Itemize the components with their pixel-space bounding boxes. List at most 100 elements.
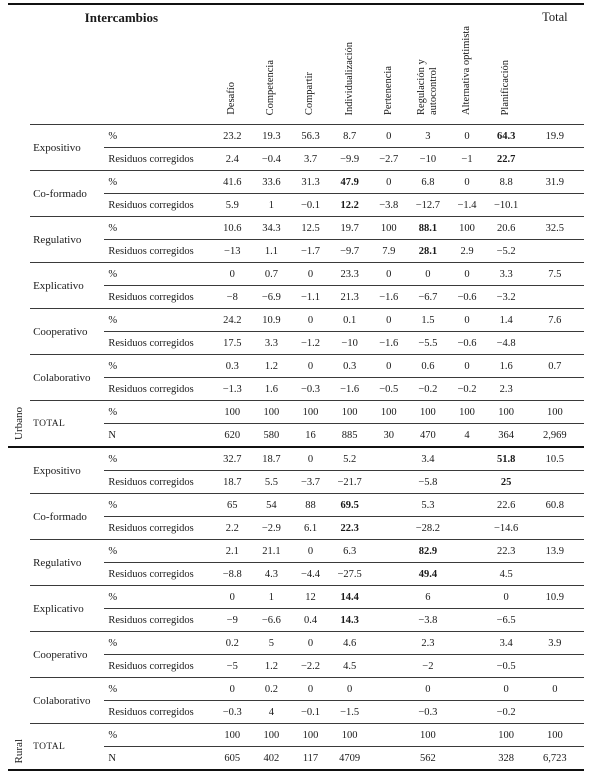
row-category-co-formado: Co-formado — [30, 170, 105, 217]
data-cell: 402 — [251, 746, 291, 771]
data-cell: −0.3 — [408, 700, 448, 724]
table-row: Residuos corregidos −9 −6.6 0.4 14.3 −3.8 −6.5 — [8, 608, 584, 632]
column-header-label: Regulación y autocontrol — [415, 59, 439, 115]
data-cell: 0 — [212, 262, 252, 286]
data-cell: 100 — [447, 400, 487, 424]
data-cell: 2.3 — [486, 377, 526, 401]
data-cell: 0 — [212, 677, 252, 701]
data-cell — [447, 516, 487, 540]
data-cell: 69.5 — [330, 493, 370, 517]
column-header-individualizacion: Individualización — [330, 4, 370, 125]
stat-label: Residuos corregidos — [104, 516, 213, 540]
data-cell: 3.4 — [408, 447, 448, 471]
data-cell: 12 — [290, 585, 331, 609]
data-cell: −5.8 — [408, 470, 448, 494]
data-cell: 0 — [369, 262, 409, 286]
table-row: Residuos corregidos 5.9 1 −0.1 12.2 −3.8 −12.7… — [8, 193, 584, 217]
stat-label: Residuos corregidos — [104, 331, 213, 355]
data-cell: 21.3 — [330, 285, 370, 309]
data-cell: 0 — [369, 170, 409, 194]
stat-label: % — [104, 216, 213, 240]
data-cell: 64.3 — [486, 124, 526, 148]
table-row: Colaborativo% 0 0.2 0 0 0 0 0 — [8, 677, 584, 724]
data-cell: 12.5 — [290, 216, 331, 240]
data-cell: −8 — [212, 285, 252, 309]
row-total-cell: 3.9 — [525, 631, 584, 655]
table-row: Explicativo% 0 1 12 14.4 6 0 10.9 — [8, 585, 584, 632]
data-cell: 0 — [369, 354, 409, 378]
stat-label: % — [104, 493, 213, 517]
data-cell: 100 — [251, 723, 291, 747]
row-total-cell — [525, 608, 584, 632]
stat-label: Residuos corregidos — [104, 285, 213, 309]
data-cell: 100 — [290, 723, 331, 747]
data-cell: 31.3 — [290, 170, 331, 194]
data-cell: 21.1 — [251, 539, 291, 563]
data-cell: 5.2 — [330, 447, 370, 471]
column-header-label: Alternativa optimista — [460, 26, 472, 115]
data-cell: 0 — [290, 308, 331, 332]
table-row: Residuos corregidos 2.2 −2.9 6.1 22.3 −28.2 −1… — [8, 516, 584, 540]
data-cell: −0.4 — [251, 147, 291, 171]
stat-label: Residuos corregidos — [104, 147, 213, 171]
data-cell: −3.7 — [290, 470, 331, 494]
data-cell — [369, 470, 409, 494]
row-total-cell — [525, 700, 584, 724]
data-cell: 0.7 — [251, 262, 291, 286]
data-cell: −1.4 — [447, 193, 487, 217]
stat-label: % — [104, 124, 213, 148]
column-header-regulacion-y-autocontrol: Regulación y autocontrol — [408, 4, 448, 125]
data-cell: 20.6 — [486, 216, 526, 240]
data-cell: −5.5 — [408, 331, 448, 355]
table-row: Colaborativo% 0.3 1.2 0 0.3 0 0.6 0 1.6 0.7 — [8, 354, 584, 401]
row-total-cell: 13.9 — [525, 539, 584, 563]
stat-label: Residuos corregidos — [104, 377, 213, 401]
data-cell: 88.1 — [408, 216, 448, 240]
stat-label: Residuos corregidos — [104, 470, 213, 494]
column-header-planificacion: Planificación — [486, 4, 526, 125]
data-cell: 0 — [408, 677, 448, 701]
row-total-cell: 7.6 — [525, 308, 584, 332]
data-cell: 0.3 — [330, 354, 370, 378]
data-cell: 10.9 — [251, 308, 291, 332]
data-cell: 0 — [447, 354, 487, 378]
data-cell: 65 — [212, 493, 252, 517]
data-cell: −0.5 — [369, 377, 409, 401]
data-cell: 100 — [330, 723, 370, 747]
row-total-cell: 100 — [525, 723, 584, 747]
data-cell: 100 — [408, 400, 448, 424]
table-row: Urbano Expositivo% 23.2 19.3 56.3 8.7 0 3 0 64.3 1… — [8, 124, 584, 448]
column-header-desafio: Desafío — [212, 4, 252, 125]
data-cell: −0.1 — [290, 193, 331, 217]
data-cell: 605 — [212, 746, 252, 771]
data-cell: −4.4 — [290, 562, 331, 586]
data-cell: 56.3 — [290, 124, 331, 148]
data-cell: 5.3 — [408, 493, 448, 517]
data-cell: −3.2 — [486, 285, 526, 309]
data-cell: −9.7 — [330, 239, 370, 263]
data-cell: 47.9 — [330, 170, 370, 194]
data-cell: 580 — [251, 423, 291, 448]
data-cell: 12.2 — [330, 193, 370, 217]
data-cell: 1.5 — [408, 308, 448, 332]
data-cell: 100 — [486, 723, 526, 747]
data-cell: −0.5 — [486, 654, 526, 678]
data-cell: 7.9 — [369, 239, 409, 263]
data-cell: 117 — [290, 746, 331, 771]
data-cell: 3.7 — [290, 147, 331, 171]
row-total-cell: 0.7 — [525, 354, 584, 378]
table-row: Residuos corregidos 18.7 5.5 −3.7 −21.7 −5.8 2… — [8, 470, 584, 494]
data-cell: 0.2 — [212, 631, 252, 655]
row-category-cooperativo: Cooperativo — [30, 631, 105, 678]
column-header-compartir: Compartir — [290, 4, 331, 125]
column-header-alternativa-optimista: Alternativa optimista — [447, 4, 487, 125]
data-cell: −1.6 — [369, 331, 409, 355]
data-cell — [369, 631, 409, 655]
data-cell: −14.6 — [486, 516, 526, 540]
column-header-pertenencia: Pertenencia — [369, 4, 409, 125]
row-total-cell — [525, 516, 584, 540]
table-row: Rural Expositivo% 32.7 18.7 0 5.2 3.4 51.8 10.5 — [8, 447, 584, 771]
data-cell: 2.4 — [212, 147, 252, 171]
row-total-cell: 2,969 — [525, 423, 584, 448]
